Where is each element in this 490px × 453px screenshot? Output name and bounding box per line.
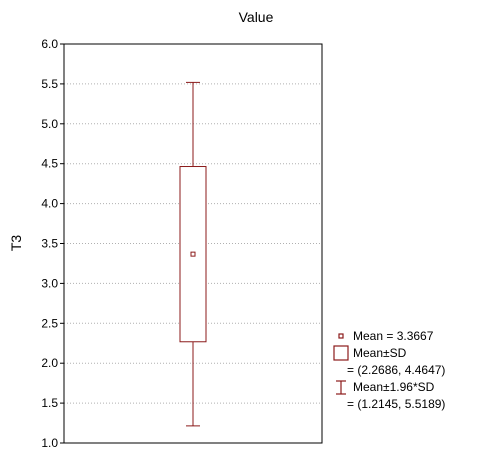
y-tick-label: 5.5: [41, 77, 58, 91]
legend: Mean = 3.3667 Mean±SD = (2.2686, 4.4647)…: [333, 328, 490, 413]
legend-mean-label: Mean = 3.3667: [353, 329, 434, 343]
y-tick-label: 2.0: [41, 356, 58, 370]
legend-mean-row: Mean = 3.3667: [333, 328, 490, 345]
y-tick-label: 1.5: [41, 396, 58, 410]
plot-area-frame: [63, 43, 323, 444]
box-series: [179, 81, 207, 427]
y-axis-label: T3: [8, 235, 24, 252]
legend-sd-range: = (2.2686, 4.4647): [347, 363, 446, 377]
y-axis-ticks: 1.0 1.5 2.0 2.5 3.0 3.5 4.0 4.5 5.0 5.5 6.0: [41, 37, 64, 450]
y-tick-label: 2.5: [41, 316, 58, 330]
sd-box-icon: [333, 345, 349, 361]
legend-ci-label: Mean±1.96*SD: [353, 380, 435, 394]
chart-title: Value: [239, 9, 274, 25]
legend-sd-row: Mean±SD: [333, 345, 490, 362]
mean-marker-icon: [338, 333, 344, 339]
y-tick-label: 5.0: [41, 117, 58, 131]
y-tick-label: 4.0: [41, 197, 58, 211]
y-tick-label: 4.5: [41, 157, 58, 171]
y-tick-label: 1.0: [41, 436, 58, 450]
whisker-icon: [336, 380, 346, 395]
mean-point: [190, 251, 196, 257]
legend-ci-row: Mean±1.96*SD: [333, 379, 490, 396]
legend-sd-label: Mean±SD: [353, 346, 407, 360]
y-tick-label: 3.5: [41, 237, 58, 251]
legend-ci-range: = (1.2145, 5.5189): [347, 397, 446, 411]
y-tick-label: 3.0: [41, 276, 58, 290]
y-tick-label: 6.0: [41, 37, 58, 51]
